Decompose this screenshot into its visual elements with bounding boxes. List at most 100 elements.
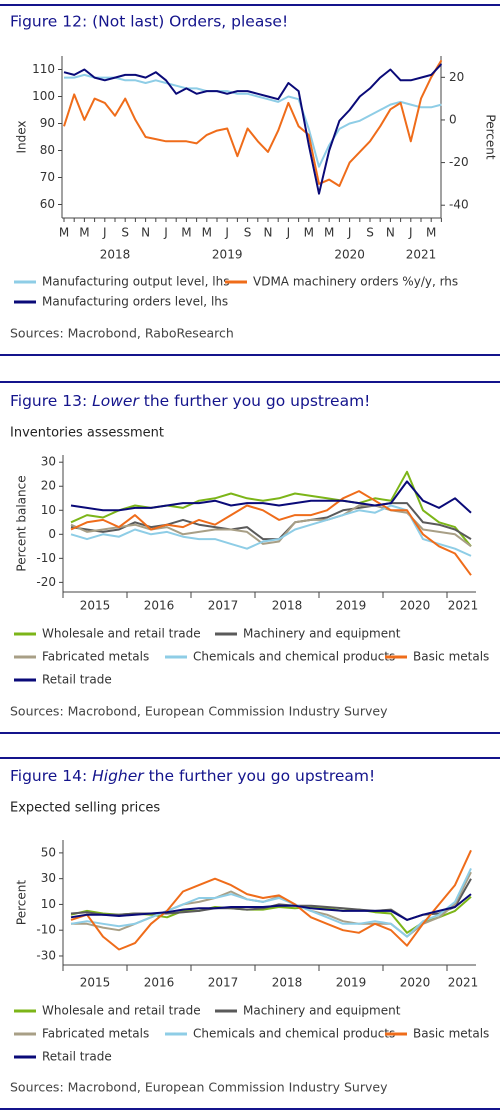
y-tick-label: 60	[40, 197, 55, 211]
y-tick-label: -10	[36, 551, 56, 565]
y2-axis-label: Percent	[484, 114, 498, 159]
y-tick-label: 70	[40, 170, 55, 184]
x-tick-label: 2016	[144, 599, 175, 613]
source: Sources: Macrobond, European Commission …	[10, 704, 388, 719]
x-tick-label: 2021	[448, 599, 479, 613]
series-line	[70, 893, 472, 921]
y2-tick-label: 20	[449, 70, 464, 84]
legend-label: Fabricated metals	[42, 1027, 149, 1041]
x-tick-label: 2021	[448, 976, 479, 990]
legend-label: Chemicals and chemical products	[193, 650, 395, 664]
chart-title: Figure 12: (Not last) Orders, please!	[10, 13, 288, 31]
x-tick-label: M	[181, 226, 191, 240]
y-tick-label: 10	[41, 897, 56, 911]
chart-title: Figure 14: Higher the further you go ups…	[10, 767, 375, 785]
x-tick-label: M	[426, 226, 436, 240]
legend-label: Machinery and equipment	[243, 627, 401, 641]
y-tick-label: 100	[32, 89, 55, 103]
x-tick-label: M	[79, 226, 89, 240]
x-tick-label: J	[102, 226, 107, 240]
x-tick-label: 2015	[80, 599, 111, 613]
y2-tick-label: -20	[449, 155, 469, 169]
legend-label: Basic metals	[413, 1027, 489, 1041]
x-tick-label: S	[244, 226, 252, 240]
y-tick-label: -20	[36, 575, 56, 589]
y-tick-label: 30	[41, 871, 56, 885]
x-tick-label: J	[224, 226, 229, 240]
x-tick-label: 2017	[208, 976, 239, 990]
title-part: Higher	[92, 767, 145, 785]
x-tick-label: J	[286, 226, 291, 240]
x-tick-label: J	[347, 226, 352, 240]
legend-label: Wholesale and retail trade	[42, 1004, 201, 1018]
series-line	[70, 480, 472, 514]
legend-label: Retail trade	[42, 1050, 112, 1064]
x-tick-label: 2020	[400, 976, 431, 990]
series-line	[70, 490, 472, 576]
y-tick-label: 30	[41, 455, 56, 469]
x-tick-label: M	[59, 226, 69, 240]
x-tick-label: 2015	[80, 976, 111, 990]
x-tick-label: J	[163, 226, 168, 240]
x-tick-label: N	[141, 226, 150, 240]
y-tick-label: 10	[41, 503, 56, 517]
y-tick-label: 90	[40, 116, 55, 130]
x-tick-label: M	[304, 226, 314, 240]
source: Sources: Macrobond, RaboResearch	[10, 326, 234, 341]
x-tick-label: 2019	[336, 599, 367, 613]
y-axis-label: Index	[15, 120, 29, 153]
year-label: 2019	[212, 248, 243, 262]
series-line	[70, 502, 472, 541]
legend-label: Fabricated metals	[42, 650, 149, 664]
legend-label: VDMA machinery orders %y/y, rhs	[253, 275, 458, 289]
series-line	[63, 59, 443, 187]
legend-label: Wholesale and retail trade	[42, 627, 201, 641]
y2-tick-label: -40	[449, 198, 469, 212]
year-label: 2021	[406, 248, 437, 262]
x-tick-label: S	[121, 226, 129, 240]
legend-label: Machinery and equipment	[243, 1004, 401, 1018]
legend-label: Basic metals	[413, 650, 489, 664]
x-tick-label: 2018	[272, 976, 303, 990]
x-tick-label: S	[366, 226, 374, 240]
y2-tick-label: 0	[449, 112, 457, 126]
series-line	[70, 867, 472, 938]
chart-title: Figure 13: Lower the further you go upst…	[10, 392, 370, 410]
y-tick-label: 0	[48, 527, 56, 541]
title-part: Figure 13:	[10, 392, 92, 410]
x-tick-label: 2019	[336, 976, 367, 990]
y-tick-label: -10	[36, 923, 56, 937]
series-line	[70, 470, 472, 547]
series-line	[64, 73, 442, 168]
series-line	[70, 504, 472, 557]
x-tick-label: 2016	[144, 976, 175, 990]
series-line	[70, 504, 472, 548]
source: Sources: Macrobond, European Commission …	[10, 1080, 388, 1095]
y-tick-label: 20	[41, 479, 56, 493]
x-tick-label: M	[324, 226, 334, 240]
series-line	[63, 63, 443, 195]
x-tick-label: N	[264, 226, 273, 240]
y-tick-label: 80	[40, 143, 55, 157]
title-part: Figure 14:	[10, 767, 92, 785]
x-tick-label: M	[202, 226, 212, 240]
y-tick-label: 50	[41, 845, 56, 859]
y-axis-label: Percent	[15, 880, 29, 925]
legend-label: Chemicals and chemical products	[193, 1027, 395, 1041]
subtitle: Inventories assessment	[10, 426, 164, 441]
y-tick-label: 110	[32, 62, 55, 76]
legend-label: Manufacturing orders level, lhs	[42, 295, 228, 309]
y-axis-label: Percent balance	[15, 475, 29, 571]
title-part: the further you go upstream!	[144, 767, 376, 785]
year-label: 2020	[334, 248, 365, 262]
title-part: Lower	[92, 392, 140, 410]
series-line	[70, 849, 472, 951]
x-tick-label: 2017	[208, 599, 239, 613]
x-tick-label: N	[386, 226, 395, 240]
legend-label: Manufacturing output level, lhs	[42, 275, 229, 289]
x-tick-label: 2020	[400, 599, 431, 613]
subtitle: Expected selling prices	[10, 801, 160, 816]
legend-label: Retail trade	[42, 673, 112, 687]
